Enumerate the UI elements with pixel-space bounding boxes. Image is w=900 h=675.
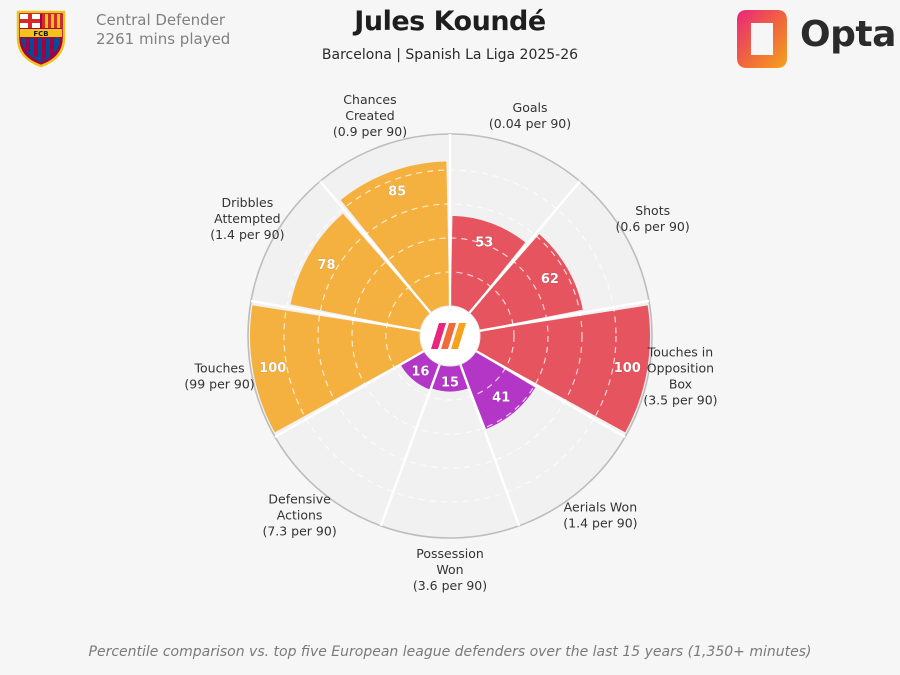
radar-bar-0	[450, 215, 526, 313]
radar-bar-5	[401, 351, 440, 390]
radar-bar-1	[469, 234, 583, 331]
page-subtitle: Barcelona | Spanish La Liga 2025-26	[321, 47, 579, 63]
value-label-8: 85	[388, 184, 406, 199]
category-label-1: Shots (0.6 per 90)	[616, 203, 690, 234]
value-label-3: 41	[492, 391, 510, 406]
radar-spoke-5	[379, 363, 441, 527]
value-label-7: 78	[317, 258, 335, 273]
value-label-0: 53	[475, 235, 493, 250]
value-label-5: 16	[411, 365, 429, 380]
value-label-4: 15	[441, 376, 459, 391]
radar-bar-7	[290, 213, 431, 331]
opta-wordmark: Opta	[800, 14, 896, 55]
svg-text:FCB: FCB	[33, 30, 48, 38]
radar-spoke-3	[475, 349, 626, 439]
category-label-4: Possession Won (3.6 per 90)	[413, 546, 487, 593]
radar-bar-3	[460, 351, 536, 429]
radar-bar-4	[432, 364, 468, 392]
radar-spoke-1	[468, 180, 581, 314]
grid-ring-40	[351, 237, 549, 435]
category-label-5: Defensive Actions (7.3 per 90)	[262, 491, 336, 538]
center-logo-mark-1	[431, 323, 446, 349]
center-logo-mark-2	[441, 323, 456, 349]
page-title: Jules Koundé	[354, 6, 546, 37]
radar-spoke-6	[274, 349, 425, 439]
value-label-2: 100	[614, 361, 641, 376]
minutes-played: 2261 mins played	[96, 30, 231, 48]
category-label-0: Goals (0.04 per 90)	[489, 100, 571, 131]
category-label-8: Chances Created (0.9 per 90)	[333, 92, 407, 139]
radar-bar-8	[340, 161, 450, 313]
club-badge: FCB	[16, 10, 66, 68]
radar-spoke-8	[319, 180, 432, 314]
radar-bar-6	[250, 305, 424, 433]
radar-spoke-7	[250, 299, 421, 332]
value-label-1: 62	[541, 272, 559, 287]
player-position: Central Defender	[96, 11, 226, 29]
value-label-6: 100	[259, 361, 286, 376]
radar-spoke-2	[479, 299, 650, 332]
radar-spoke-4	[459, 363, 521, 527]
category-label-7: Dribbles Attempted (1.4 per 90)	[210, 195, 284, 242]
category-label-3: Aerials Won (1.4 per 90)	[563, 499, 637, 530]
category-label-6: Touches (99 per 90)	[184, 361, 254, 392]
category-label-2: Touches in Opposition Box (3.5 per 90)	[643, 345, 717, 408]
center-logo-mark-3	[451, 323, 466, 349]
radar-bar-2	[476, 305, 650, 433]
opta-logo	[737, 10, 787, 68]
footnote: Percentile comparison vs. top five Europ…	[88, 644, 812, 660]
